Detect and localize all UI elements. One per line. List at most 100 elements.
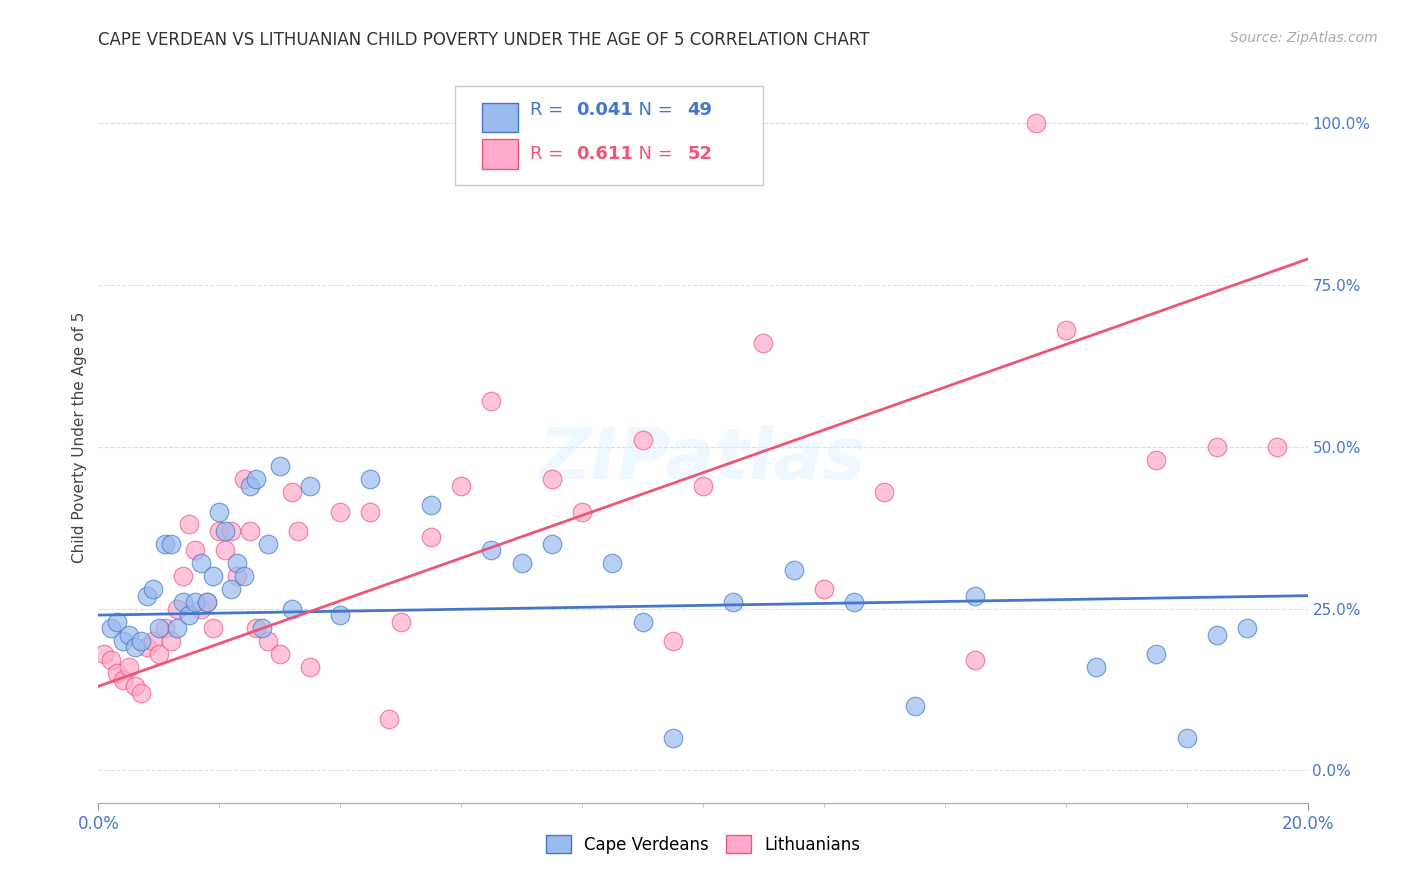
Point	[239, 524, 262, 538]
Point	[105, 615, 128, 629]
Point	[631, 615, 654, 629]
Point	[195, 595, 218, 609]
Point	[1236, 621, 1258, 635]
Point	[160, 537, 183, 551]
Point	[105, 666, 128, 681]
Point	[232, 472, 254, 486]
Bar	[482, 139, 517, 169]
Point	[142, 582, 165, 597]
Point	[360, 472, 382, 486]
Point	[118, 660, 141, 674]
Point	[1267, 440, 1289, 454]
Point	[631, 434, 654, 448]
Point	[100, 621, 122, 635]
Point	[281, 485, 304, 500]
Text: N =: N =	[627, 145, 678, 163]
Point	[153, 537, 176, 551]
Point	[245, 472, 267, 486]
Point	[1206, 627, 1229, 641]
Text: Source: ZipAtlas.com: Source: ZipAtlas.com	[1230, 31, 1378, 45]
Point	[873, 485, 896, 500]
Point	[124, 679, 146, 693]
Point	[184, 543, 207, 558]
Point	[1175, 731, 1198, 745]
Point	[510, 557, 533, 571]
Point	[226, 569, 249, 583]
Point	[232, 569, 254, 583]
Point	[965, 589, 987, 603]
Text: R =: R =	[530, 101, 569, 120]
Point	[299, 660, 322, 674]
Point	[965, 653, 987, 667]
FancyBboxPatch shape	[456, 86, 763, 185]
Point	[129, 634, 152, 648]
Point	[661, 634, 683, 648]
Point	[287, 524, 309, 538]
Point	[1206, 440, 1229, 454]
Point	[329, 504, 352, 518]
Text: N =: N =	[627, 101, 678, 120]
Point	[172, 569, 194, 583]
Point	[661, 731, 683, 745]
Point	[1054, 323, 1077, 337]
Point	[723, 595, 745, 609]
Text: 49: 49	[688, 101, 713, 120]
Point	[1024, 116, 1046, 130]
Point	[208, 504, 231, 518]
Point	[184, 595, 207, 609]
Text: 0.611: 0.611	[576, 145, 633, 163]
Point	[752, 336, 775, 351]
Point	[602, 557, 624, 571]
Text: CAPE VERDEAN VS LITHUANIAN CHILD POVERTY UNDER THE AGE OF 5 CORRELATION CHART: CAPE VERDEAN VS LITHUANIAN CHILD POVERTY…	[98, 31, 870, 49]
Point	[329, 608, 352, 623]
Point	[202, 621, 225, 635]
Point	[214, 543, 236, 558]
Point	[166, 621, 188, 635]
Point	[420, 498, 443, 512]
Point	[1146, 452, 1168, 467]
Point	[813, 582, 835, 597]
Point	[142, 634, 165, 648]
Point	[269, 647, 291, 661]
Point	[281, 601, 304, 615]
Point	[389, 615, 412, 629]
Point	[111, 673, 134, 687]
Text: 0.041: 0.041	[576, 101, 633, 120]
Point	[148, 621, 170, 635]
Point	[214, 524, 236, 538]
Point	[195, 595, 218, 609]
Point	[450, 478, 472, 492]
Point	[135, 589, 157, 603]
Point	[118, 627, 141, 641]
Point	[202, 569, 225, 583]
Point	[420, 530, 443, 544]
Point	[481, 543, 503, 558]
Point	[179, 517, 201, 532]
Point	[111, 634, 134, 648]
Point	[844, 595, 866, 609]
Point	[540, 472, 562, 486]
Point	[571, 504, 593, 518]
Point	[135, 640, 157, 655]
Point	[360, 504, 382, 518]
Text: R =: R =	[530, 145, 569, 163]
Point	[221, 582, 243, 597]
Point	[100, 653, 122, 667]
Point	[226, 557, 249, 571]
Point	[1085, 660, 1108, 674]
Point	[540, 537, 562, 551]
Point	[208, 524, 231, 538]
Point	[692, 478, 714, 492]
Point	[783, 563, 806, 577]
Point	[221, 524, 243, 538]
Point	[190, 601, 212, 615]
Bar	[482, 103, 517, 132]
Y-axis label: Child Poverty Under the Age of 5: Child Poverty Under the Age of 5	[72, 311, 87, 563]
Point	[190, 557, 212, 571]
Point	[250, 621, 273, 635]
Point	[239, 478, 262, 492]
Point	[269, 459, 291, 474]
Point	[172, 595, 194, 609]
Point	[245, 621, 267, 635]
Point	[179, 608, 201, 623]
